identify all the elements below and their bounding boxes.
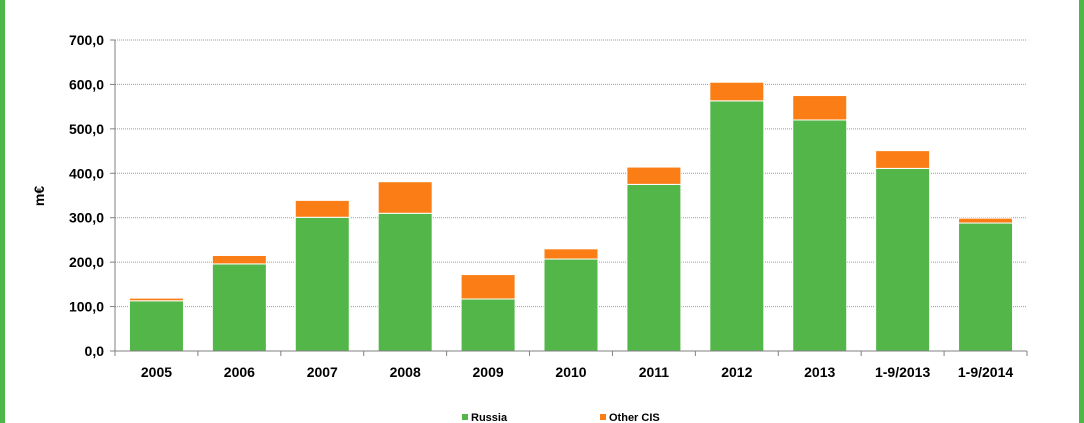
bar-other-cis-2007 (294, 199, 350, 218)
bar-russia-2009 (460, 298, 516, 352)
x-tick-label: 2006 (224, 364, 255, 380)
bar-other-cis-2005 (128, 297, 184, 302)
bars (128, 81, 1014, 352)
bar-russia-2011 (626, 183, 682, 352)
y-tick-label: 200,0 (69, 254, 104, 270)
x-tick-label: 1-9/2013 (875, 364, 930, 380)
bar-other-cis-2010 (543, 248, 599, 260)
bar-other-cis-1-9/2014 (958, 217, 1014, 224)
legend-swatch (462, 414, 468, 420)
bar-other-cis-2009 (460, 274, 516, 300)
bar-russia-2006 (211, 263, 267, 352)
y-tick-label: 100,0 (69, 299, 104, 315)
legend-label: Other CIS (609, 412, 660, 423)
bar-russia-2008 (377, 212, 433, 352)
bar-other-cis-2012 (709, 81, 765, 102)
x-tick-label: 2011 (639, 364, 670, 380)
y-tick-label: 300,0 (69, 210, 104, 226)
legend: Russia Other CIS (462, 412, 660, 423)
axes (110, 39, 1028, 356)
bar-russia-2010 (543, 258, 599, 352)
bar-russia-2012 (709, 100, 765, 352)
bar-other-cis-2006 (211, 254, 267, 265)
y-tick-label: 400,0 (69, 165, 104, 181)
legend-label: Russia (471, 412, 508, 423)
bar-russia-2007 (294, 216, 350, 352)
bar-other-cis-2013 (792, 95, 848, 121)
bar-russia-2013 (792, 119, 848, 352)
bar-russia-2005 (128, 300, 184, 352)
y-tick-label: 700,0 (69, 32, 104, 48)
x-tick-label: 2013 (804, 364, 835, 380)
y-tick-label: 600,0 (69, 76, 104, 92)
bar-other-cis-1-9/2013 (875, 150, 931, 169)
legend-swatch (600, 414, 606, 420)
x-tick-label: 2005 (141, 364, 172, 380)
y-tick-labels: 0,0 100,0 200,0 300,0 400,0 500,0 600,0 700,0 (69, 32, 104, 359)
y-tick-label: 500,0 (69, 121, 104, 137)
bar-russia-1-9/2013 (875, 167, 931, 352)
x-tick-label: 2009 (473, 364, 504, 380)
x-tick-label: 2008 (390, 364, 421, 380)
bar-other-cis-2008 (377, 181, 433, 214)
x-tick-label: 2012 (721, 364, 752, 380)
x-tick-label: 2007 (307, 364, 338, 380)
bar-russia-1-9/2014 (958, 222, 1014, 352)
bar-other-cis-2011 (626, 166, 682, 185)
y-axis-label: m€ (31, 186, 47, 206)
y-tick-label: 0,0 (85, 343, 105, 359)
x-tick-labels: 2005 2006 2007 2008 2009 2010 2011 2012 2013 1-9/… (141, 364, 1014, 380)
x-tick-label: 2010 (555, 364, 586, 380)
x-tick-label: 1-9/2014 (958, 364, 1013, 380)
